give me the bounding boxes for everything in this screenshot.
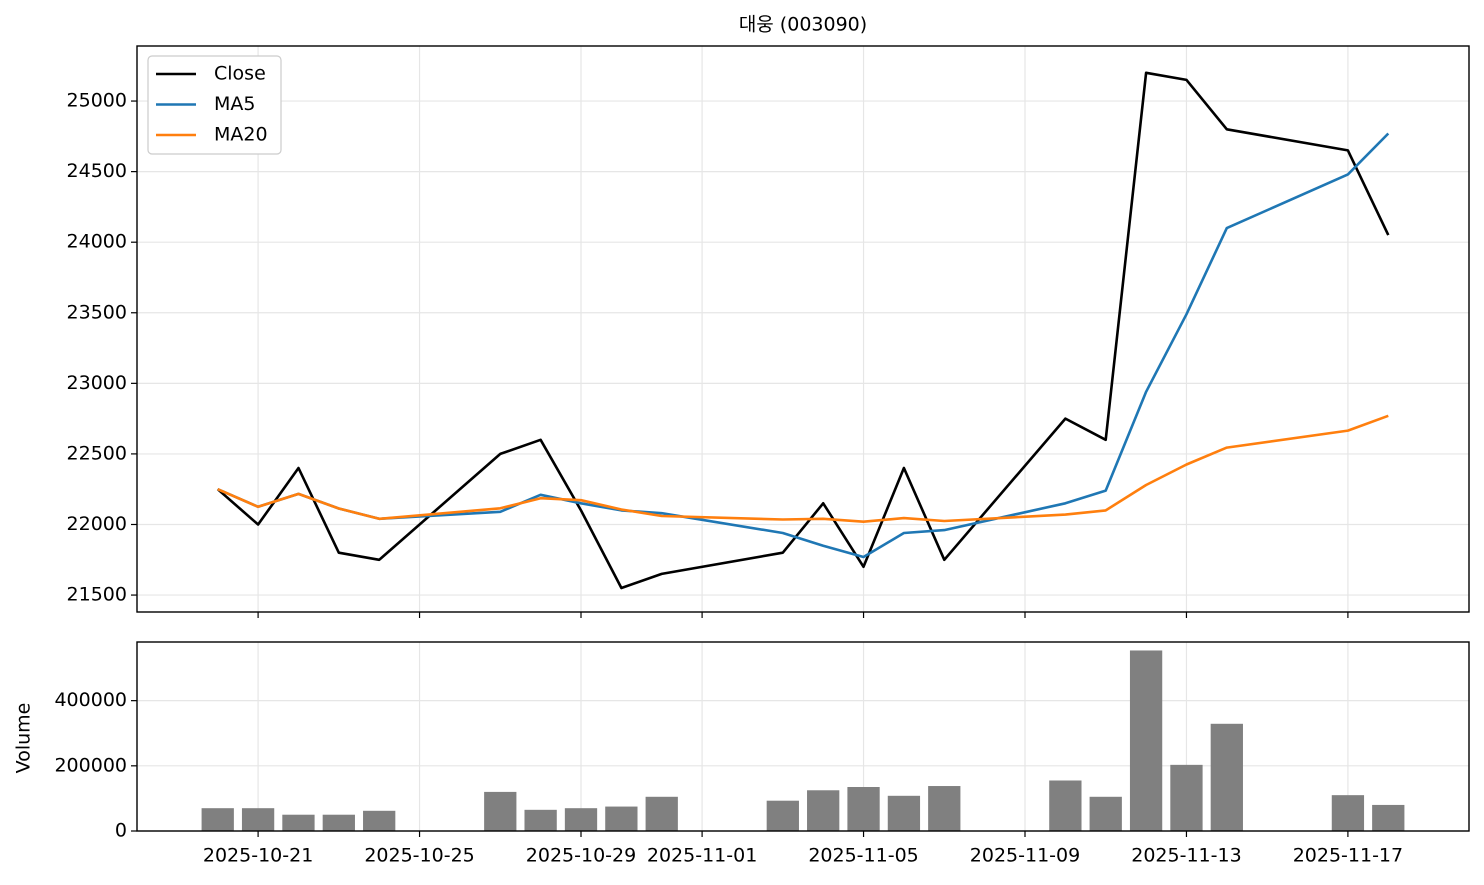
bar — [1049, 780, 1082, 831]
bar — [645, 796, 678, 831]
x-tick-label: 2025-10-29 — [526, 845, 636, 867]
legend-label: Close — [214, 63, 266, 85]
legend-label: MA5 — [214, 93, 255, 115]
y-tick-label: 25000 — [67, 90, 127, 112]
y-tick-label: 23500 — [67, 301, 127, 323]
x-tick-label: 2025-10-21 — [203, 845, 313, 867]
y-tick-label: 400000 — [54, 689, 127, 711]
y-tick-label: 200000 — [54, 754, 127, 776]
bar — [484, 791, 517, 831]
y-tick-label: 24500 — [67, 160, 127, 182]
bar — [241, 808, 275, 831]
y-tick-label: 23000 — [67, 372, 127, 394]
bar — [1089, 796, 1122, 831]
y-axis-label: Volume — [13, 703, 35, 774]
bar — [322, 814, 355, 831]
x-tick-label: 2025-10-25 — [364, 845, 474, 867]
x-tick-label: 2025-11-05 — [808, 845, 918, 867]
legend-box — [147, 55, 282, 155]
bar — [363, 810, 396, 831]
y-tick-label: 0 — [115, 820, 127, 842]
line-series — [216, 71, 1390, 590]
bar — [807, 790, 840, 831]
bar — [1129, 650, 1163, 831]
bar — [524, 809, 557, 831]
x-tick-label: 2025-11-13 — [1131, 845, 1241, 867]
bar — [847, 787, 880, 831]
line-series — [217, 414, 1389, 523]
y-tick-label: 24000 — [67, 231, 127, 253]
bar — [928, 786, 961, 831]
x-tick-label: 2025-11-01 — [647, 845, 757, 867]
plot-frame — [136, 45, 1470, 613]
bar — [1210, 723, 1243, 831]
bar — [282, 814, 315, 831]
bar — [605, 806, 638, 831]
bar — [1170, 764, 1203, 831]
plot-frame — [136, 641, 1470, 832]
bar — [766, 800, 799, 831]
x-tick-label: 2025-11-09 — [970, 845, 1080, 867]
bar — [887, 795, 921, 831]
y-tick-label: 21500 — [67, 584, 127, 606]
chart-title: 대웅 (003090) — [739, 14, 867, 36]
bar — [1331, 795, 1365, 831]
y-tick-label: 22000 — [67, 513, 127, 535]
bar — [1372, 804, 1405, 831]
x-tick-label: 2025-11-17 — [1293, 845, 1403, 867]
legend-label: MA20 — [214, 124, 268, 146]
bar — [201, 808, 234, 831]
bar — [564, 808, 598, 831]
y-tick-label: 22500 — [67, 442, 127, 464]
